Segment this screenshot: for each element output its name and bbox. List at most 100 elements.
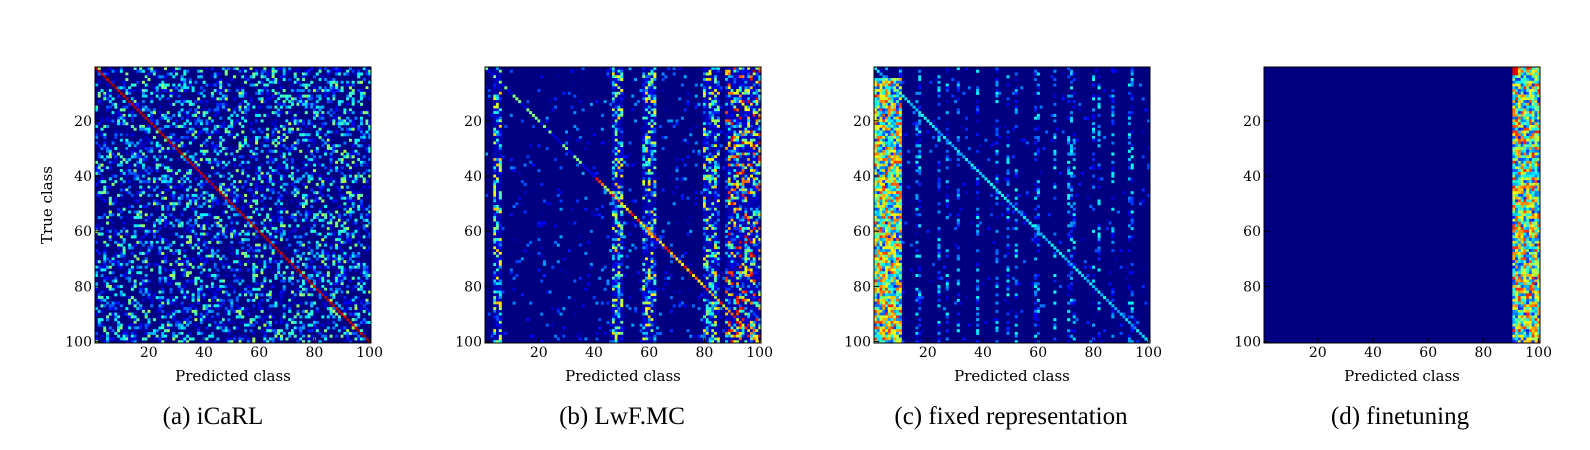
heatmap-cell (282, 102, 286, 106)
heatmap-cell (498, 108, 502, 112)
heatmap-cell (238, 276, 242, 280)
heatmap-cell (155, 83, 159, 87)
heatmap-cell (106, 227, 110, 231)
heatmap-cell (279, 227, 283, 231)
heatmap-cell (188, 334, 192, 338)
heatmap-cell (114, 86, 118, 90)
heatmap-cell (749, 80, 753, 84)
heatmap-cell (260, 199, 264, 203)
heatmap-cell (271, 191, 275, 195)
heatmap-cell (175, 282, 179, 286)
heatmap-cell (224, 202, 228, 206)
heatmap-cell (296, 180, 300, 184)
heatmap-cell (241, 124, 245, 128)
heatmap-cell (337, 276, 341, 280)
heatmap-cell (362, 249, 366, 253)
heatmap-cell (235, 271, 239, 275)
heatmap-cell (186, 326, 190, 330)
heatmap-cell (332, 147, 336, 151)
heatmap-cell (351, 193, 355, 197)
heatmap-cell (233, 94, 237, 98)
heatmap-cell (747, 124, 751, 128)
heatmap-cell (296, 127, 300, 131)
heatmap-cell (335, 89, 339, 93)
heatmap-cell (199, 180, 203, 184)
heatmap-cell (95, 312, 99, 316)
heatmap-cell (346, 111, 350, 115)
heatmap-cell (368, 274, 372, 278)
heatmap-cell (302, 251, 306, 255)
heatmap-cell (290, 216, 294, 220)
heatmap-cell (161, 340, 165, 344)
heatmap-cell (246, 69, 250, 73)
heatmap-cell (114, 312, 118, 316)
heatmap-cell (260, 75, 264, 79)
heatmap-cell (108, 337, 112, 341)
heatmap-cell (194, 166, 198, 170)
heatmap-cell (348, 155, 352, 159)
heatmap-cell (351, 155, 355, 159)
heatmap-cell (279, 185, 283, 189)
heatmap-cell (197, 205, 201, 209)
heatmap-cell (103, 262, 107, 266)
heatmap-cell (307, 285, 311, 289)
heatmap-cell (749, 75, 753, 79)
heatmap-cell (315, 309, 319, 313)
heatmap-cell (255, 307, 259, 311)
heatmap-cell (346, 130, 350, 134)
heatmap-cell (714, 80, 718, 84)
heatmap-cell (315, 147, 319, 151)
heatmap-cell (191, 260, 195, 264)
heatmap-cell (749, 67, 753, 71)
heatmap-cell (293, 67, 297, 71)
heatmap-cell (233, 235, 237, 239)
heatmap-cell (357, 260, 361, 264)
heatmap-cell (175, 304, 179, 308)
heatmap-cell (263, 144, 267, 148)
heatmap-cell (227, 227, 231, 231)
heatmap-cell (252, 193, 256, 197)
y-tick-label: 80 (74, 279, 92, 295)
heatmap-cell (357, 94, 361, 98)
heatmap-cell (683, 108, 687, 112)
heatmap-cell (210, 334, 214, 338)
heatmap-cell (111, 257, 115, 261)
heatmap-cell (122, 141, 126, 145)
heatmap-cell (224, 191, 228, 195)
heatmap-cell (158, 276, 162, 280)
heatmap-cell (493, 111, 497, 115)
heatmap-cell (227, 216, 231, 220)
heatmap-cell (288, 260, 292, 264)
heatmap-cell (703, 111, 707, 115)
heatmap-cell (302, 141, 306, 145)
heatmap-cell (346, 193, 350, 197)
heatmap-cell (752, 91, 756, 95)
heatmap-cell (230, 149, 234, 153)
heatmap-cell (100, 133, 104, 137)
heatmap-cell (106, 91, 110, 95)
heatmap-cell (274, 304, 278, 308)
heatmap-cell (235, 221, 239, 225)
heatmap-cell (230, 227, 234, 231)
heatmap-cell (252, 276, 256, 280)
heatmap-cell (227, 124, 231, 128)
heatmap-cell (496, 124, 500, 128)
heatmap-cell (326, 89, 330, 93)
heatmap-cell (611, 72, 615, 76)
heatmap-cell (141, 260, 145, 264)
heatmap-cell (711, 116, 715, 120)
heatmap-cell (299, 213, 303, 217)
heatmap-cell (158, 97, 162, 101)
heatmap-cell (205, 158, 209, 162)
heatmap-cell (133, 232, 137, 236)
heatmap-cell (288, 298, 292, 302)
heatmap-cell (257, 89, 261, 93)
heatmap-cell (150, 229, 154, 233)
heatmap-cell (169, 138, 173, 142)
heatmap-cell (125, 329, 129, 333)
heatmap-cell (268, 136, 272, 140)
heatmap-cell (114, 293, 118, 297)
heatmap-cell (117, 89, 121, 93)
heatmap-cell (194, 279, 198, 283)
heatmap-cell (255, 249, 259, 253)
